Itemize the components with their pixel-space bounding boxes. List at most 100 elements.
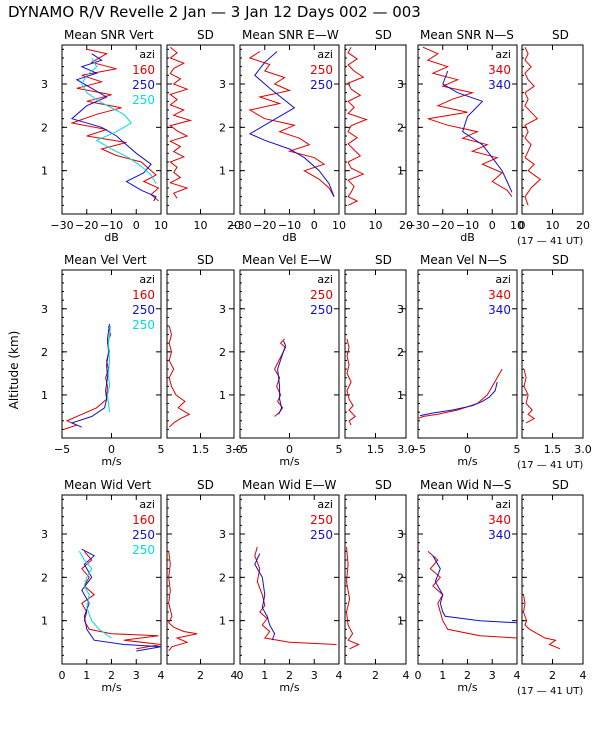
- legend-entry-250: 250: [132, 543, 155, 557]
- legend-entry-340: 340: [488, 303, 511, 317]
- series-line-340-red: [417, 368, 503, 420]
- legend-entry-340: 340: [488, 78, 511, 92]
- ut-note-row-1: (17 — 41 UT): [517, 236, 583, 247]
- x-axis-label: dB: [460, 231, 475, 244]
- legend-entry-340: 340: [488, 63, 511, 77]
- legend-entry-250: 250: [132, 528, 155, 542]
- legend-entry-250: 250: [310, 303, 333, 317]
- x-axis-label: m/s: [279, 681, 299, 694]
- x-tick-label: 0: [489, 219, 496, 232]
- series-line-SD-red: [168, 551, 198, 652]
- x-tick-label: 10: [510, 219, 524, 232]
- x-tick-label: 3.0: [574, 443, 592, 456]
- x-axis-label: dB: [104, 231, 119, 244]
- x-tick-label: 0: [519, 219, 526, 232]
- y-tick-label: 3: [219, 528, 226, 541]
- panel-title: Mean SNR N—S: [420, 28, 514, 42]
- x-tick-label: −10: [456, 219, 479, 232]
- x-tick-label: −10: [100, 219, 123, 232]
- x-tick-label: 4: [158, 669, 165, 682]
- x-tick-label: −20: [75, 219, 98, 232]
- series-line-250-blue: [70, 53, 157, 202]
- x-tick-label: −10: [278, 219, 301, 232]
- x-tick-label: −5: [54, 443, 70, 456]
- series-line-SD-red: [523, 368, 536, 424]
- y-tick-label: 1: [397, 615, 404, 628]
- legend-entry-160: 160: [132, 63, 155, 77]
- ut-note-row-3: (17 — 41 UT): [517, 686, 583, 697]
- x-tick-label: −5: [232, 443, 248, 456]
- x-tick-label: 20: [576, 219, 590, 232]
- panel-title: SD: [197, 28, 214, 42]
- y-tick-label: 2: [397, 571, 404, 584]
- x-tick-label: 0: [133, 219, 140, 232]
- legend-entry-340: 340: [488, 513, 511, 527]
- series-line-250-red: [274, 338, 287, 417]
- x-tick-label: 3: [311, 669, 318, 682]
- series-line-340-blue: [419, 381, 498, 417]
- x-tick-label: 20: [227, 219, 241, 232]
- panel-title: SD: [375, 478, 392, 492]
- legend-header: azi: [495, 48, 511, 61]
- legend-entry-160: 160: [132, 513, 155, 527]
- panel-8: SD 1.5 3.0: [166, 253, 243, 456]
- panel-18: SD 2 4: [521, 478, 587, 682]
- series-line-250-blue: [277, 340, 287, 415]
- x-axis-label: m/s: [101, 681, 121, 694]
- x-tick-label: −30: [50, 219, 73, 232]
- x-tick-label: 2: [108, 669, 115, 682]
- y-tick-label: 3: [41, 78, 48, 91]
- legend-header: azi: [317, 48, 333, 61]
- panel-10: SD 1.5 3.0: [344, 253, 415, 456]
- x-tick-label: 1: [439, 669, 446, 682]
- y-tick-label: 3: [41, 528, 48, 541]
- legend-entry-160: 160: [132, 288, 155, 302]
- y-tick-label: 2: [41, 571, 48, 584]
- x-tick-label: 1.5: [192, 443, 210, 456]
- panel-14: SD 2 4: [166, 478, 238, 682]
- x-tick-label: 4: [514, 669, 521, 682]
- x-axis-label: m/s: [457, 455, 477, 468]
- panel-title: SD: [375, 28, 392, 42]
- panel-frame: [521, 494, 584, 665]
- panel-title: SD: [197, 253, 214, 267]
- legend-entry-250: 250: [310, 78, 333, 92]
- panel-title: SD: [197, 478, 214, 492]
- x-tick-label: 0: [59, 669, 66, 682]
- x-axis-label: m/s: [101, 455, 121, 468]
- legend-entry-250: 250: [310, 288, 333, 302]
- x-tick-label: 10: [332, 219, 346, 232]
- x-tick-label: 4: [403, 669, 410, 682]
- x-tick-label: 4: [336, 669, 343, 682]
- y-tick-label: 2: [41, 121, 48, 134]
- x-tick-label: 2: [197, 669, 204, 682]
- x-tick-label: 1.5: [544, 443, 562, 456]
- x-tick-label: −5: [410, 443, 426, 456]
- series-line-250-cyan: [81, 57, 157, 184]
- y-tick-label: 1: [41, 615, 48, 628]
- y-tick-label: 2: [397, 346, 404, 359]
- panel-6: SD 0 10 20: [519, 28, 591, 232]
- legend-entry-250: 250: [132, 93, 155, 107]
- y-tick-label: 1: [219, 615, 226, 628]
- series-line-250-cyan: [106, 325, 111, 413]
- panel-title: Mean Vel Vert: [64, 253, 147, 267]
- series-line-250-blue: [81, 548, 162, 652]
- y-tick-label: 2: [219, 346, 226, 359]
- x-axis-label: m/s: [279, 455, 299, 468]
- panel-title: Mean Wid Vert: [64, 478, 151, 492]
- x-tick-label: 10: [194, 219, 208, 232]
- x-tick-label: 2: [372, 669, 379, 682]
- x-axis-label: m/s: [457, 681, 477, 694]
- x-tick-label: 0: [108, 443, 115, 456]
- x-tick-label: 4: [580, 669, 587, 682]
- legend-header: azi: [317, 498, 333, 511]
- x-tick-label: 3.0: [225, 443, 243, 456]
- x-tick-label: 20: [399, 219, 413, 232]
